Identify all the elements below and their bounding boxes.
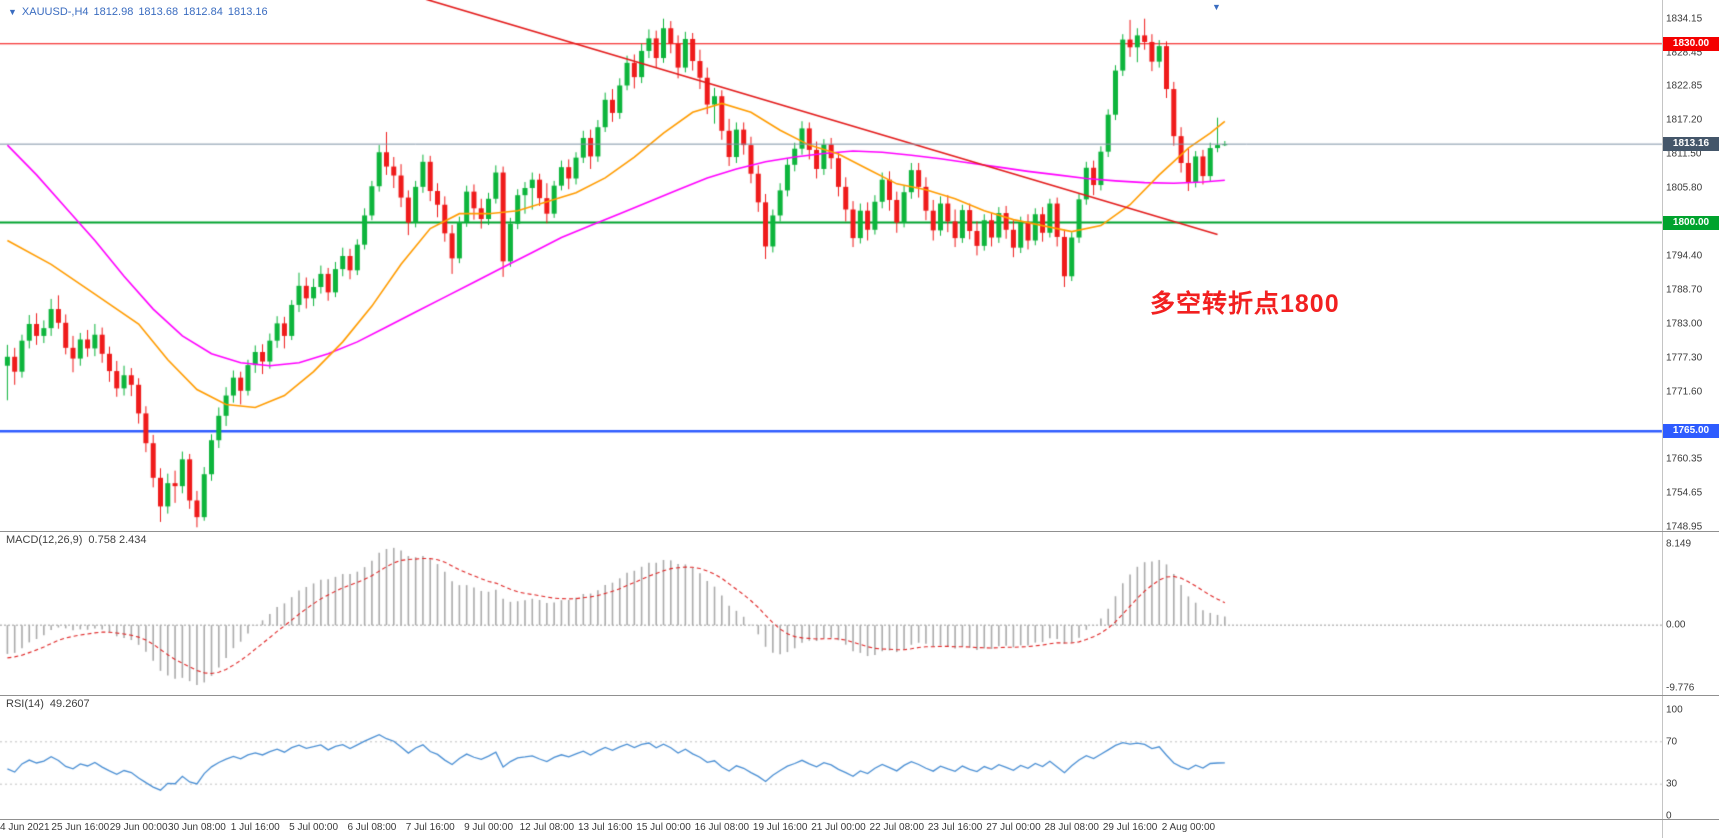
chart-text-annotation[interactable]: 多空转折点1800 <box>1150 290 1340 318</box>
panel-separator[interactable] <box>0 695 1719 696</box>
collapse-icon[interactable]: ▼ <box>8 7 17 17</box>
rsi-indicator-label: RSI(14) 49.2607 <box>6 698 96 710</box>
rsi-value: 49.2607 <box>49 698 90 710</box>
ohlc-high: 1813.68 <box>138 6 179 18</box>
symbol-timeframe: XAUUSD-,H4 <box>21 6 89 18</box>
time-axis[interactable] <box>0 820 1662 838</box>
price-axis[interactable] <box>1663 0 1719 819</box>
chart-shift-marker-icon[interactable]: ▼ <box>1212 2 1221 12</box>
ohlc-low: 1812.84 <box>183 6 223 18</box>
symbol-ohlc-info[interactable]: ▼ XAUUSD-,H4 1812.98 1813.68 1812.84 1813.16 <box>8 6 273 18</box>
macd-name: MACD(12,26,9) <box>6 534 83 546</box>
macd-values: 0.758 2.434 <box>88 534 147 546</box>
panel-separator[interactable] <box>0 531 1719 532</box>
ohlc-close: 1813.16 <box>227 6 268 18</box>
ohlc-open: 1812.98 <box>93 6 134 18</box>
panel-separator[interactable] <box>0 819 1719 820</box>
rsi-name: RSI(14) <box>6 698 44 710</box>
macd-indicator-label: MACD(12,26,9) 0.758 2.434 <box>6 534 153 546</box>
price-axis-border <box>1662 0 1663 838</box>
